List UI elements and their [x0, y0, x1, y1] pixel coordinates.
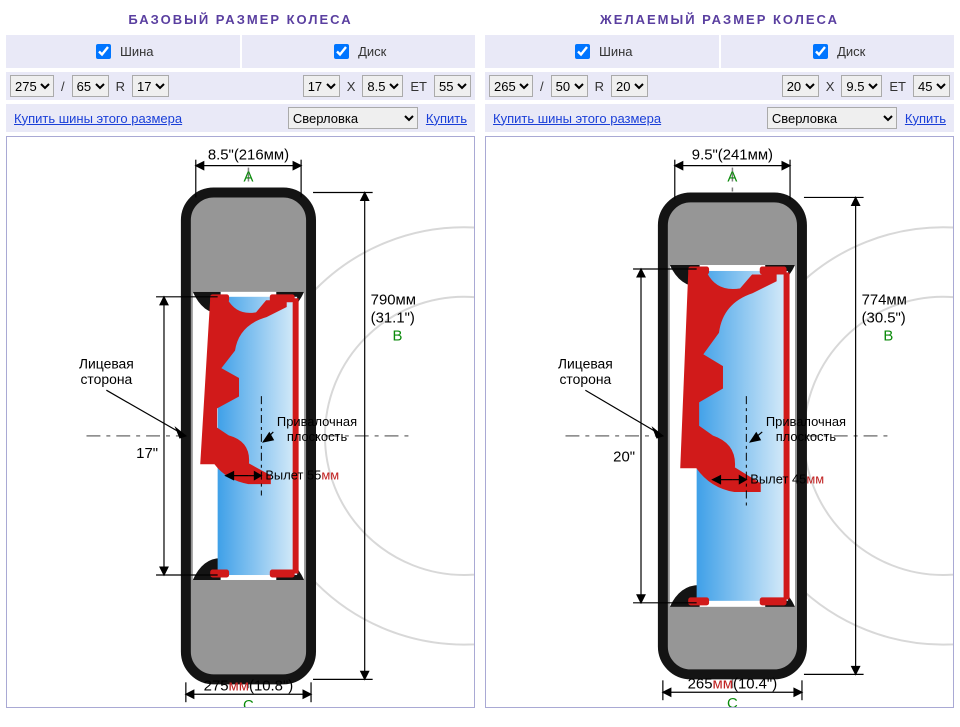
desired-buy-link[interactable]: Купить [901, 111, 950, 126]
svg-text:(30.5"): (30.5") [862, 311, 906, 327]
base-check-row: Шина Диск [6, 35, 475, 68]
base-rim-select[interactable]: 17 [132, 75, 169, 97]
svg-text:C: C [243, 698, 254, 707]
svg-text:сторона: сторона [80, 371, 132, 387]
desired-buy-row: Купить шины этого размера Сверловка Купи… [485, 104, 954, 132]
desired-buy-tires-link[interactable]: Купить шины этого размера [489, 111, 665, 126]
base-buy-row: Купить шины этого размера Сверловка Купи… [6, 104, 475, 132]
desired-size-row: 265 / 50 R 20 20 X 9.5 ET 45 [485, 72, 954, 100]
desired-tire-label: Шина [599, 44, 633, 59]
r-label: R [113, 79, 128, 94]
svg-text:(31.1"): (31.1") [371, 311, 415, 327]
desired-tire-check[interactable]: Шина [485, 35, 719, 68]
svg-text:C: C [727, 696, 738, 707]
base-width-select[interactable]: 275 [10, 75, 54, 97]
svg-text:плоскость: плоскость [776, 429, 837, 444]
svg-text:Вылет 45мм: Вылет 45мм [750, 472, 824, 487]
svg-text:265мм(10.4"): 265мм(10.4") [688, 676, 778, 692]
svg-text:Привалочная: Привалочная [277, 414, 357, 429]
desired-rim-select[interactable]: 20 [611, 75, 648, 97]
base-disc-label: Диск [358, 44, 386, 59]
desired-et-select[interactable]: 45 [913, 75, 950, 97]
desired-panel: ЖЕЛАЕМЫЙ РАЗМЕР КОЛЕСА Шина Диск 265 / 5… [485, 6, 954, 708]
svg-text:B: B [393, 329, 403, 345]
svg-text:8.5"(216мм): 8.5"(216мм) [208, 148, 289, 164]
r-label: R [592, 79, 607, 94]
desired-disc-width-select[interactable]: 9.5 [841, 75, 882, 97]
svg-text:A: A [727, 170, 737, 186]
base-disc-checkbox[interactable] [334, 44, 349, 59]
base-buy-link[interactable]: Купить [422, 111, 471, 126]
svg-text:сторона: сторона [559, 371, 611, 387]
base-diagram: 8.5"(216мм) A 790мм (31.1") B Лицевая ст… [6, 136, 475, 708]
desired-diagram: 9.5"(241мм) A 774мм (30.5") B Лицевая ст… [485, 136, 954, 708]
base-buy-tires-link[interactable]: Купить шины этого размера [10, 111, 186, 126]
base-et-select[interactable]: 55 [434, 75, 471, 97]
et-label: ET [407, 79, 430, 94]
svg-text:Привалочная: Привалочная [766, 414, 846, 429]
svg-text:20": 20" [613, 450, 635, 466]
base-disc-check[interactable]: Диск [240, 35, 476, 68]
svg-text:A: A [243, 170, 253, 186]
x-label: X [823, 79, 838, 94]
base-tire-checkbox[interactable] [96, 44, 111, 59]
base-disc-width-select[interactable]: 8.5 [362, 75, 403, 97]
desired-tire-checkbox[interactable] [575, 44, 590, 59]
x-label: X [344, 79, 359, 94]
desired-title: ЖЕЛАЕМЫЙ РАЗМЕР КОЛЕСА [485, 6, 954, 35]
desired-check-row: Шина Диск [485, 35, 954, 68]
svg-text:774мм: 774мм [862, 293, 907, 309]
base-profile-select[interactable]: 65 [72, 75, 109, 97]
svg-text:Вылет 55мм: Вылет 55мм [265, 468, 339, 483]
svg-text:9.5"(241мм): 9.5"(241мм) [692, 148, 773, 164]
desired-profile-select[interactable]: 50 [551, 75, 588, 97]
svg-text:790мм: 790мм [371, 293, 416, 309]
svg-text:Лицевая: Лицевая [558, 355, 613, 371]
base-panel: БАЗОВЫЙ РАЗМЕР КОЛЕСА Шина Диск 275 / 65… [6, 6, 475, 708]
svg-text:плоскость: плоскость [287, 429, 348, 444]
desired-disc-checkbox[interactable] [813, 44, 828, 59]
desired-disc-diam-select[interactable]: 20 [782, 75, 819, 97]
svg-text:B: B [883, 329, 893, 345]
base-tire-label: Шина [120, 44, 154, 59]
base-title: БАЗОВЫЙ РАЗМЕР КОЛЕСА [6, 6, 475, 35]
desired-width-select[interactable]: 265 [489, 75, 533, 97]
et-label: ET [886, 79, 909, 94]
desired-disc-check[interactable]: Диск [719, 35, 955, 68]
base-tire-check[interactable]: Шина [6, 35, 240, 68]
svg-text:Лицевая: Лицевая [79, 355, 134, 371]
slash: / [58, 79, 68, 94]
desired-bolt-select[interactable]: Сверловка [767, 107, 897, 129]
svg-text:17": 17" [136, 446, 158, 462]
base-disc-diam-select[interactable]: 17 [303, 75, 340, 97]
slash: / [537, 79, 547, 94]
base-bolt-select[interactable]: Сверловка [288, 107, 418, 129]
desired-disc-label: Диск [837, 44, 865, 59]
base-size-row: 275 / 65 R 17 17 X 8.5 ET 55 [6, 72, 475, 100]
svg-text:275мм(10.8"): 275мм(10.8") [204, 678, 294, 694]
